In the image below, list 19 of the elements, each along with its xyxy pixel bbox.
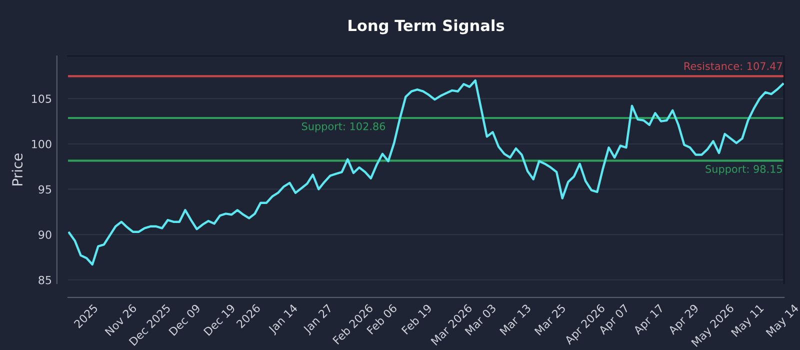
x-tick-label: Apr 17 <box>632 304 666 337</box>
line-series <box>68 79 784 266</box>
ref-line-label: Support: 102.86 <box>302 122 386 132</box>
x-tick-label: Mar 13 <box>499 304 532 336</box>
y-tick-label: 100 <box>32 140 52 148</box>
x-tick-label: Mar 25 <box>534 304 566 336</box>
x-tick-label: Dec 19 <box>203 304 236 336</box>
y-tick-label: 85 <box>38 276 52 284</box>
ref-line-label: Resistance: 107.47 <box>684 62 782 70</box>
x-tick-label: Feb 19 <box>401 303 432 335</box>
y-tick-label: 105 <box>32 94 52 103</box>
y-axis-title: Price <box>12 154 23 186</box>
x-tick-label: Jan 27 <box>302 304 334 336</box>
ref-line-label: Support: 98.15 <box>706 165 782 175</box>
y-tick-label: 95 <box>38 185 52 194</box>
x-tick-label: Nov 26 <box>104 304 138 336</box>
y-tick-label: 90 <box>38 230 52 239</box>
x-tick-label: Jan 14 <box>268 304 300 336</box>
chart-title: Long Term Signals <box>348 19 504 34</box>
